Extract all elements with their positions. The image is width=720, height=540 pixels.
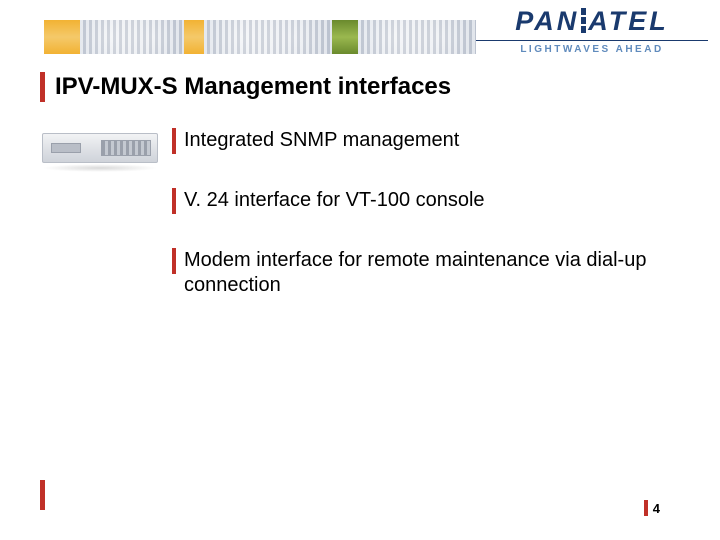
band-segment-img — [80, 20, 184, 54]
band-segment-orange — [44, 20, 80, 54]
bullet-accent-bar — [172, 188, 176, 214]
brand-name: PAN ATEL — [515, 8, 669, 35]
bullet-list: Integrated SNMP management V. 24 interfac… — [172, 128, 672, 332]
bottom-left-accent-bar — [40, 480, 45, 510]
brand-name-right: ATEL — [588, 8, 669, 35]
band-segment-blank — [0, 20, 44, 54]
bullet-text: Integrated SNMP management — [184, 128, 459, 153]
device-shadow — [42, 164, 158, 172]
page-number: 4 — [653, 501, 660, 516]
brand-tagline: LIGHTWAVES AHEAD — [476, 44, 708, 55]
slide: PAN ATEL LIGHTWAVES AHEAD IPV-MUX-S Mana… — [0, 0, 720, 540]
slide-title: IPV-MUX-S Management interfaces — [55, 73, 451, 101]
band-segment-green — [332, 20, 358, 54]
device-illustration — [42, 133, 158, 163]
page-number-accent-bar — [644, 500, 648, 516]
bullet-accent-bar — [172, 128, 176, 154]
brand-bars-icon — [581, 8, 586, 33]
bullet-text: V. 24 interface for VT-100 console — [184, 188, 485, 213]
band-segment-orange — [184, 20, 204, 54]
bullet-item: Integrated SNMP management — [172, 128, 672, 154]
band-segment-img — [358, 20, 476, 54]
slide-title-row: IPV-MUX-S Management interfaces — [40, 72, 451, 102]
title-accent-bar — [40, 72, 45, 102]
band-segment-img — [204, 20, 332, 54]
brand-logo: PAN ATEL LIGHTWAVES AHEAD — [476, 4, 708, 67]
bullet-text: Modem interface for remote maintenance v… — [184, 248, 672, 298]
bullet-item: V. 24 interface for VT-100 console — [172, 188, 672, 214]
brand-name-left: PAN — [515, 8, 579, 35]
bullet-item: Modem interface for remote maintenance v… — [172, 248, 672, 298]
brand-divider — [476, 40, 708, 41]
page-number-wrap: 4 — [644, 500, 660, 516]
bullet-accent-bar — [172, 248, 176, 274]
